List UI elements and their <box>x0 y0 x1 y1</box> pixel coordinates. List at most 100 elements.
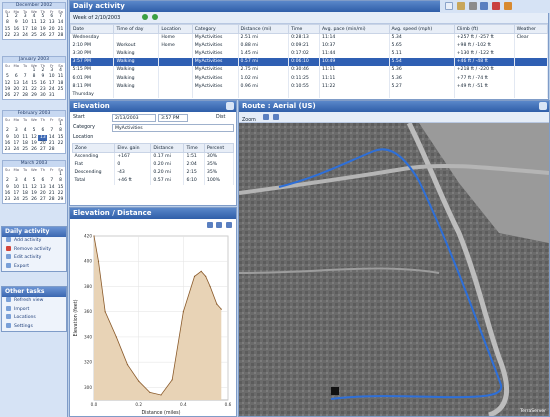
calendar-day[interactable]: 31 <box>48 93 55 99</box>
calendar-day[interactable]: 17 <box>48 80 55 86</box>
calendar-day[interactable]: 2 <box>6 178 9 184</box>
calendar-day[interactable]: 9 <box>6 134 9 140</box>
calendar-day[interactable]: 23 <box>13 32 20 38</box>
task-settings[interactable]: Settings <box>2 322 66 332</box>
column-header[interactable]: Category <box>191 24 239 34</box>
calendar-day[interactable]: 20 <box>13 86 20 92</box>
folder-icon[interactable] <box>456 2 465 10</box>
panel-options-icon[interactable] <box>226 102 234 110</box>
calendar-day[interactable]: 7 <box>50 128 54 134</box>
calendar-day[interactable]: 23 <box>40 86 46 92</box>
calendar-day[interactable]: 15 <box>31 80 37 86</box>
calendar-day[interactable]: 26 <box>31 147 37 153</box>
calendar-day[interactable]: 21 <box>57 26 64 32</box>
fit-icon[interactable] <box>226 222 232 228</box>
table-row[interactable]: 3:30 PM Walking MyActivities 1.45 mi 0:17:02… <box>70 49 549 58</box>
calendar-day[interactable]: 28 <box>48 147 55 153</box>
chart-icon[interactable] <box>480 2 489 10</box>
calendar-day[interactable]: 14 <box>22 80 28 86</box>
calendar-day[interactable]: 19 <box>31 190 37 196</box>
calendar-day[interactable]: 16 <box>4 140 11 146</box>
calendar-day[interactable]: 8 <box>32 74 36 80</box>
calendar-day[interactable]: 28 <box>22 93 28 99</box>
task-edit-activity[interactable]: Edit activity <box>2 254 66 263</box>
calendar-day[interactable]: 10 <box>22 20 28 26</box>
calendar-day[interactable]: 16 <box>4 190 11 196</box>
task-import[interactable]: Import <box>2 305 66 315</box>
calendar-day[interactable]: 6 <box>41 178 45 184</box>
calendar-day[interactable]: 28 <box>57 32 64 38</box>
calendar-day[interactable]: 4 <box>32 14 36 19</box>
calendar-day[interactable]: 19 <box>40 26 46 32</box>
calendar-day[interactable]: 20 <box>40 140 46 146</box>
calendar-day[interactable]: 2 <box>6 128 9 134</box>
task-remove-activity[interactable]: Remove activity <box>2 245 66 255</box>
calendar-day[interactable]: 2 <box>14 14 18 19</box>
calendar-day[interactable]: 3 <box>23 14 27 19</box>
calendar-day[interactable]: 12 <box>31 134 37 140</box>
next-week-icon[interactable] <box>151 14 158 20</box>
task-export[interactable]: Export <box>2 262 66 272</box>
calendar-day[interactable]: 15 <box>4 26 11 32</box>
route-panel-options-icon[interactable] <box>539 102 547 110</box>
calendar-day[interactable]: 28 <box>48 197 55 203</box>
calendar-day[interactable]: 10 <box>13 184 20 190</box>
calendar-day[interactable]: 8 <box>6 20 9 26</box>
calendar-day[interactable]: 20 <box>40 190 46 196</box>
task-locations[interactable]: Locations <box>2 314 66 323</box>
calendar-day[interactable]: 27 <box>13 93 20 99</box>
calendar-day[interactable]: 27 <box>48 32 55 38</box>
calendar-day[interactable]: 29 <box>57 197 64 203</box>
column-header[interactable]: Location <box>158 24 193 34</box>
calendar-day[interactable]: 18 <box>22 140 28 146</box>
prev-week-icon[interactable] <box>141 14 148 20</box>
task-add-activity[interactable]: Add activity <box>2 237 66 246</box>
calendar-day[interactable]: 24 <box>13 147 20 153</box>
table-row[interactable]: 3:57 PM Walking MyActivities 0.57 mi 0:06:10… <box>70 57 549 66</box>
aerial-map[interactable]: TerraServer <box>239 123 549 416</box>
calendar-day[interactable]: 6 <box>41 128 45 134</box>
calendar-day[interactable]: 5 <box>32 128 36 134</box>
calendar-day[interactable]: 27 <box>40 147 46 153</box>
calendar-day[interactable]: 5 <box>32 178 36 184</box>
calendar-day[interactable]: 4 <box>23 128 27 134</box>
calendar-day[interactable]: 6 <box>14 74 18 80</box>
zone-column-header[interactable]: Percent <box>203 143 235 153</box>
task-refresh[interactable]: Refresh view <box>2 297 66 306</box>
calendar-day[interactable]: 22 <box>57 190 64 196</box>
zone-column-header[interactable]: Zone <box>71 143 116 153</box>
calendar-day[interactable]: 8 <box>59 128 62 134</box>
column-header[interactable]: Time of day <box>113 24 160 34</box>
calendar-day[interactable]: 23 <box>4 197 11 203</box>
calendar-day[interactable]: 12 <box>4 80 11 86</box>
calendar-day[interactable]: 20 <box>48 26 55 32</box>
calendar-day[interactable]: 21 <box>48 190 55 196</box>
start-date-field[interactable]: 2/13/2003 <box>112 114 156 122</box>
calendar-day[interactable]: 2 <box>41 68 45 73</box>
calendar-day[interactable]: 17 <box>13 190 20 196</box>
zone-column-header[interactable]: Time <box>183 143 205 153</box>
calendar-day[interactable]: 17 <box>22 26 28 32</box>
calendar-day[interactable]: 3 <box>14 178 18 184</box>
calendar-day[interactable]: 29 <box>31 93 37 99</box>
calendar-day[interactable]: 11 <box>22 134 28 140</box>
column-header[interactable]: Avg. speed (mph) <box>388 24 455 34</box>
calendar-day[interactable]: 18 <box>57 80 64 86</box>
calendar-day[interactable]: 12 <box>31 184 37 190</box>
calendar-day[interactable]: 4 <box>23 178 27 184</box>
column-header[interactable]: Climb (ft) <box>453 24 515 34</box>
calendar-day[interactable]: 25 <box>57 86 64 92</box>
calendar-day[interactable]: 11 <box>57 74 64 80</box>
calendar-day[interactable]: 13 <box>40 184 46 190</box>
calendar-day[interactable]: 7 <box>23 74 27 80</box>
calendar-day[interactable]: 1 <box>32 68 36 73</box>
table-row[interactable]: 5:15 PM Walking MyActivities 2.75 mi 0:30:46… <box>70 65 549 74</box>
table-row[interactable]: 2:10 PM Workout Home MyActivities 0.88 mi 0:0… <box>70 41 549 50</box>
map-zoom-out-icon[interactable] <box>272 114 279 120</box>
calendar-day[interactable]: 10 <box>13 134 20 140</box>
calendar-day[interactable]: 23 <box>4 147 11 153</box>
calendar-day[interactable]: 14 <box>48 134 55 140</box>
calendar-day[interactable]: 26 <box>4 93 11 99</box>
zone-column-header[interactable]: Elev. gain <box>114 143 152 153</box>
calendar-day[interactable]: 27 <box>40 197 46 203</box>
